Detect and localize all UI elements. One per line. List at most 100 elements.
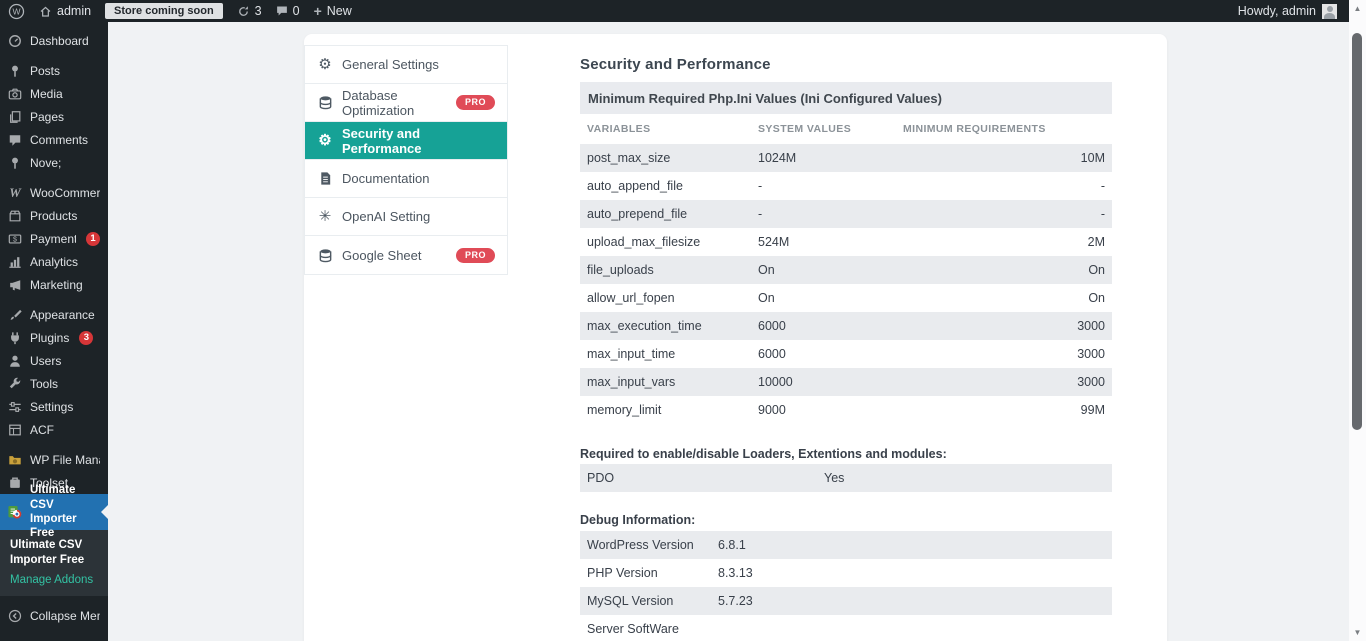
collapse-menu-button[interactable]: Collapse Menu bbox=[0, 605, 108, 628]
admin-sidebar: Dashboard Posts Media Pages Comments bbox=[0, 22, 108, 641]
sidebar-item-label: WP File Manager bbox=[30, 453, 100, 467]
notification-badge: 3 bbox=[79, 331, 93, 345]
comment-icon bbox=[276, 5, 288, 17]
sidebar-item-wp-file-manager[interactable]: WP File Manager bbox=[0, 448, 108, 471]
sidebar-item-plugins[interactable]: Plugins 3 bbox=[0, 326, 108, 349]
cell-variable: allow_url_fopen bbox=[587, 291, 758, 305]
svg-text:$: $ bbox=[13, 236, 17, 243]
submenu-current-item[interactable]: Ultimate CSV Importer Free bbox=[0, 538, 108, 568]
cell-minimum: On bbox=[903, 263, 1105, 277]
cell-system-value: On bbox=[758, 263, 903, 277]
sidebar-item-products[interactable]: Products bbox=[0, 204, 108, 227]
table-row: max_input_vars 10000 3000 bbox=[580, 368, 1112, 396]
folder-icon bbox=[8, 453, 22, 467]
sidebar-item-comments[interactable]: Comments bbox=[0, 128, 108, 151]
settings-tab-list: ⚙ General Settings Database Optimization… bbox=[304, 45, 508, 275]
gauge-icon bbox=[8, 34, 22, 48]
notification-badge: 1 bbox=[86, 232, 100, 246]
collapse-arrow-icon bbox=[8, 609, 22, 623]
tab-label: Documentation bbox=[342, 171, 429, 186]
pro-badge: PRO bbox=[456, 248, 495, 263]
sidebar-item-payments[interactable]: $ Payments 1 bbox=[0, 227, 108, 250]
cell-variable: file_uploads bbox=[587, 263, 758, 277]
sidebar-item-acf[interactable]: ACF bbox=[0, 418, 108, 441]
cell-extension-name: PDO bbox=[587, 471, 824, 485]
cell-debug-key: PHP Version bbox=[587, 566, 718, 580]
sidebar-item-ultimate-csv-importer[interactable]: Ultimate CSV Importer Free bbox=[0, 494, 108, 530]
scroll-down-arrow[interactable]: ▼ bbox=[1349, 628, 1366, 637]
cell-minimum: - bbox=[903, 179, 1105, 193]
document-icon bbox=[317, 171, 333, 187]
gear-icon: ⚙ bbox=[317, 57, 333, 73]
table-row: max_input_time 6000 3000 bbox=[580, 340, 1112, 368]
cell-minimum: 3000 bbox=[903, 319, 1105, 333]
ini-table-column-headers: VARIABLES SYSTEM VALUES MINIMUM REQUIREM… bbox=[580, 114, 1112, 144]
sidebar-item-media[interactable]: Media bbox=[0, 82, 108, 105]
wordpress-admin-page: W admin Store coming soon 3 0 + New bbox=[0, 0, 1366, 641]
new-label: New bbox=[327, 4, 352, 18]
sidebar-item-label: Tools bbox=[30, 377, 58, 391]
sidebar-item-marketing[interactable]: Marketing bbox=[0, 273, 108, 296]
bar-chart-icon bbox=[8, 255, 22, 269]
sidebar-item-label: Marketing bbox=[30, 278, 83, 292]
scroll-up-arrow[interactable]: ▲ bbox=[1349, 4, 1366, 13]
cell-system-value: On bbox=[758, 291, 903, 305]
security-performance-content: Security and Performance Minimum Require… bbox=[580, 56, 1112, 641]
updates-link[interactable]: 3 bbox=[237, 4, 262, 18]
sidebar-item-tools[interactable]: Tools bbox=[0, 372, 108, 395]
submenu-manage-addons-link[interactable]: Manage Addons bbox=[0, 574, 108, 586]
scrollbar-thumb[interactable] bbox=[1352, 33, 1362, 430]
user-avatar[interactable] bbox=[1322, 4, 1337, 19]
new-content-link[interactable]: + New bbox=[314, 4, 352, 18]
sidebar-item-label: Nove; bbox=[30, 156, 61, 170]
sidebar-item-label: Comments bbox=[30, 133, 88, 147]
table-row: file_uploads On On bbox=[580, 256, 1112, 284]
plus-icon: + bbox=[314, 4, 322, 18]
column-header: VARIABLES bbox=[587, 123, 758, 135]
debug-table-rows: WordPress Version 6.8.1 PHP Version 8.3.… bbox=[580, 531, 1112, 641]
sidebar-item-woocommerce[interactable]: W WooCommerce bbox=[0, 181, 108, 204]
howdy-account-link[interactable]: Howdy, admin bbox=[1238, 4, 1316, 18]
tab-openai-setting[interactable]: ✳ OpenAI Setting bbox=[305, 198, 507, 236]
table-row: max_execution_time 6000 3000 bbox=[580, 312, 1112, 340]
tab-general-settings[interactable]: ⚙ General Settings bbox=[305, 46, 507, 84]
cell-system-value: 6000 bbox=[758, 347, 903, 361]
camera-icon bbox=[8, 87, 22, 101]
cell-debug-key: WordPress Version bbox=[587, 538, 718, 552]
sidebar-item-appearance[interactable]: Appearance bbox=[0, 303, 108, 326]
plugin-settings-panel: ⚙ General Settings Database Optimization… bbox=[304, 34, 1167, 641]
cell-variable: memory_limit bbox=[587, 403, 758, 417]
sidebar-item-nove[interactable]: Nove; bbox=[0, 151, 108, 174]
sidebar-item-users[interactable]: Users bbox=[0, 349, 108, 372]
tab-google-sheet[interactable]: Google Sheet PRO bbox=[305, 236, 507, 274]
briefcase-icon bbox=[8, 476, 22, 490]
sidebar-item-settings[interactable]: Settings bbox=[0, 395, 108, 418]
tab-label: General Settings bbox=[342, 57, 439, 72]
sidebar-item-label: Ultimate CSV Importer Free bbox=[30, 483, 100, 541]
table-row: auto_append_file - - bbox=[580, 172, 1112, 200]
page-title: Security and Performance bbox=[580, 56, 1112, 73]
sidebar-item-dashboard[interactable]: Dashboard bbox=[0, 29, 108, 52]
wrench-icon bbox=[8, 377, 22, 391]
sidebar-item-posts[interactable]: Posts bbox=[0, 59, 108, 82]
comments-link[interactable]: 0 bbox=[276, 4, 300, 18]
tab-security-and-performance[interactable]: ⚙ Security and Performance bbox=[305, 122, 507, 160]
table-row: memory_limit 9000 99M bbox=[580, 396, 1112, 424]
wordpress-logo-menu[interactable]: W bbox=[8, 3, 25, 20]
table-row: allow_url_fopen On On bbox=[580, 284, 1112, 312]
sidebar-item-pages[interactable]: Pages bbox=[0, 105, 108, 128]
update-count: 3 bbox=[255, 4, 262, 18]
tab-database-optimization[interactable]: Database Optimization PRO bbox=[305, 84, 507, 122]
cell-minimum: 99M bbox=[903, 403, 1105, 417]
cell-debug-key: MySQL Version bbox=[587, 594, 718, 608]
site-name-link[interactable]: admin bbox=[39, 4, 91, 18]
database-icon bbox=[317, 247, 333, 263]
table-row: WordPress Version 6.8.1 bbox=[580, 531, 1112, 559]
comment-bubble-icon bbox=[8, 133, 22, 147]
sidebar-item-analytics[interactable]: Analytics bbox=[0, 250, 108, 273]
sidebar-item-label: Posts bbox=[30, 64, 60, 78]
table-row: auto_prepend_file - - bbox=[580, 200, 1112, 228]
tab-documentation[interactable]: Documentation bbox=[305, 160, 507, 198]
home-icon bbox=[39, 5, 52, 18]
debug-section-label: Debug Information: bbox=[580, 512, 1112, 528]
